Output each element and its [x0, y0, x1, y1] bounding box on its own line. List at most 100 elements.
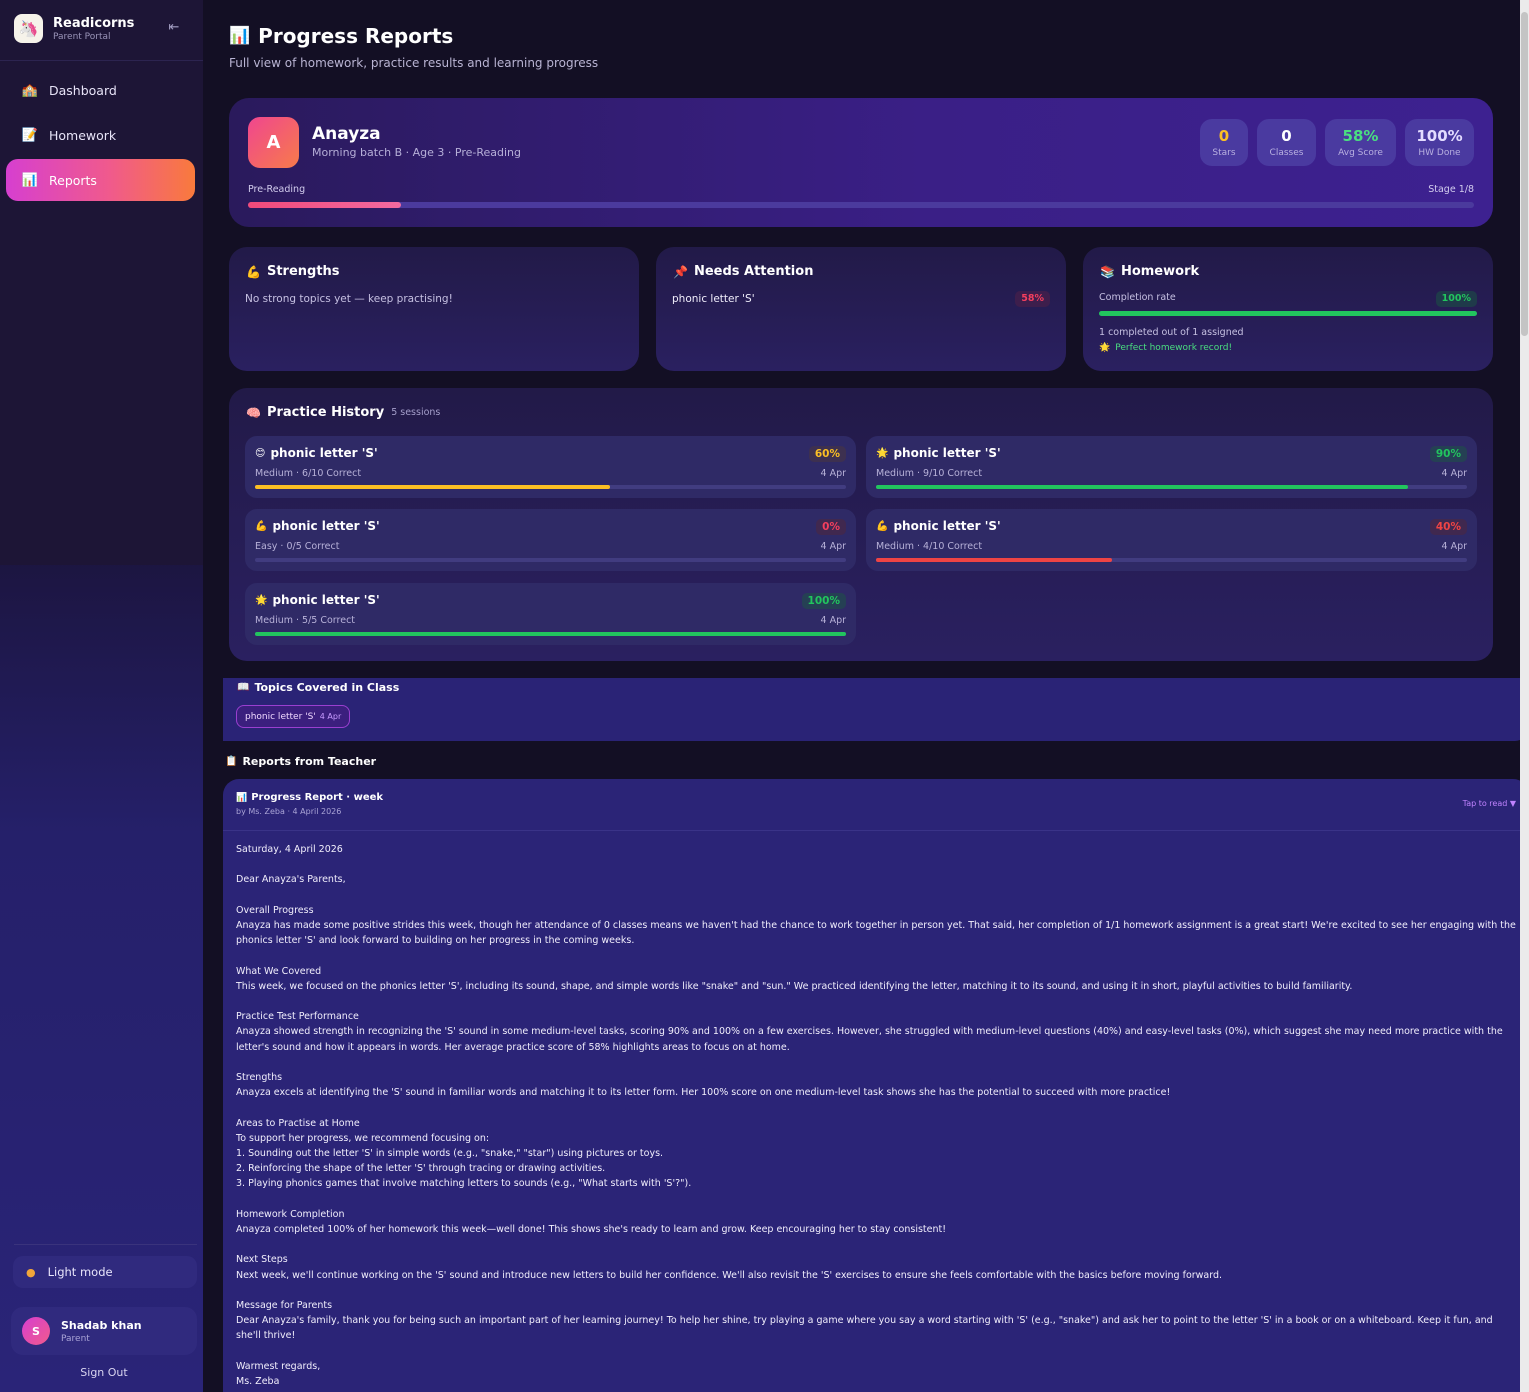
bar-chart-icon: 📊: [21, 172, 39, 188]
report-line: [236, 994, 1516, 1009]
report-line: [236, 1283, 1516, 1298]
flexed-bicep-icon: 💪: [246, 264, 261, 279]
session-title: 💪 phonic letter 'S': [255, 519, 380, 533]
flexed-bicep-icon: 💪: [255, 520, 268, 532]
stat-label: Stars: [1212, 148, 1236, 158]
session-date: 4 Apr: [820, 615, 847, 626]
user-role: Parent: [61, 1333, 90, 1344]
homework-summary: 1 completed out of 1 assigned: [1099, 327, 1244, 338]
needs-attention-card: 📌 Needs Attention phonic letter 'S' 58%: [656, 247, 1066, 371]
topics-covered-title: 📖 Topics Covered in Class: [237, 681, 399, 694]
user-card[interactable]: S Shadab khan Parent: [11, 1307, 197, 1355]
stage-counter: Stage 1/8: [1428, 184, 1474, 195]
session-progress-fill: [255, 485, 610, 489]
needs-attention-title-text: Needs Attention: [693, 264, 814, 279]
sidebar-item-dashboard[interactable]: 🏫 Dashboard: [6, 69, 195, 111]
session-title-text: phonic letter 'S': [893, 446, 1001, 460]
report-line: 2. Reinforcing the shape of the letter '…: [236, 1163, 606, 1175]
report-line: This week, we focused on the phonics let…: [236, 980, 1353, 992]
page-subtitle: Full view of homework, practice results …: [229, 56, 599, 70]
sidebar-top-panel: [0, 0, 203, 565]
stat-classes: 0 Classes: [1257, 119, 1316, 166]
topic-chip-label: phonic letter 'S': [245, 711, 316, 722]
bar-chart-icon: 📊: [236, 792, 248, 803]
session-score-badge: 40%: [1429, 519, 1467, 535]
session-title-text: phonic letter 'S': [272, 519, 380, 533]
practice-session[interactable]: 🌟 phonic letter 'S' 90% Medium · 9/10 Co…: [866, 436, 1477, 498]
practice-history-card: 🧠 Practice History 5 sessions 😊 phonic l…: [229, 388, 1493, 661]
session-title-text: phonic letter 'S': [270, 446, 378, 460]
report-line: [236, 1055, 1516, 1070]
practice-session[interactable]: 🌟 phonic letter 'S' 100% Medium · 5/5 Co…: [245, 583, 856, 645]
completion-rate-label: Completion rate: [1099, 292, 1176, 303]
sign-out-button[interactable]: Sign Out: [80, 1366, 128, 1379]
sun-icon: ●: [26, 1265, 36, 1279]
child-name: Anayza: [312, 124, 381, 144]
homework-progress-fill: [1099, 311, 1477, 316]
stat-label: Classes: [1269, 148, 1304, 158]
teacher-report-card: 📊 Progress Report · week by Ms. Zeba · 4…: [223, 779, 1529, 1392]
sessions-count: 5 sessions: [391, 407, 441, 418]
books-icon: 📚: [1100, 264, 1115, 279]
sidebar-item-label: Dashboard: [49, 82, 117, 98]
report-line: Homework Completion: [236, 1208, 345, 1220]
report-line: Anayza showed strength in recognizing th…: [236, 1026, 1503, 1053]
scrollbar-track[interactable]: [1520, 0, 1529, 1392]
session-title-text: phonic letter 'S': [893, 519, 1001, 533]
report-line: Next week, we'll continue working on the…: [236, 1269, 1223, 1281]
stat-label: HW Done: [1418, 148, 1461, 158]
brand[interactable]: 🦄 Readicorns Parent Portal: [14, 14, 134, 43]
stat-hw-done: 100% HW Done: [1405, 119, 1474, 166]
report-title-text: Progress Report · week: [251, 792, 384, 803]
homework-progress-bar: [1099, 311, 1477, 316]
page-title-text: Progress Reports: [258, 24, 454, 48]
collapse-sidebar-icon[interactable]: ⇤: [168, 20, 180, 35]
memo-icon: 📝: [21, 127, 39, 143]
report-line: Areas to Practise at Home: [236, 1117, 360, 1129]
homework-title: 📚 Homework: [1100, 264, 1199, 279]
light-mode-toggle[interactable]: ● Light mode: [13, 1256, 197, 1288]
open-book-icon: 📖: [237, 682, 250, 693]
sidebar-item-homework[interactable]: 📝 Homework: [6, 114, 195, 156]
avatar: S: [22, 1317, 50, 1345]
sidebar-item-label: Reports: [49, 172, 97, 188]
session-progress-bar: [255, 558, 846, 562]
strengths-title-text: Strengths: [266, 264, 340, 279]
sidebar: 🦄 Readicorns Parent Portal ⇤ 🏫 Dashboard…: [0, 0, 203, 1392]
stage-progress-bar: [248, 202, 1474, 208]
needs-attention-title: 📌 Needs Attention: [673, 264, 813, 279]
stat-value: 100%: [1416, 127, 1463, 145]
scrollbar-thumb[interactable]: [1521, 12, 1528, 336]
report-line: [236, 1237, 1516, 1252]
star-icon: 🌟: [876, 447, 889, 459]
practice-history-title-text: Practice History: [266, 405, 385, 420]
stat-avg-score: 58% Avg Score: [1325, 119, 1396, 166]
report-line: [236, 1192, 1516, 1207]
session-meta: Medium · 5/5 Correct: [255, 615, 356, 626]
report-line: Anayza completed 100% of her homework th…: [236, 1223, 947, 1235]
homework-record: 🌟 Perfect homework record!: [1099, 343, 1232, 353]
report-line: What We Covered: [236, 965, 322, 977]
stage-label: Pre-Reading: [248, 184, 306, 195]
school-icon: 🏫: [21, 82, 39, 98]
report-line: [236, 1100, 1516, 1115]
strengths-card: 💪 Strengths No strong topics yet — keep …: [229, 247, 639, 371]
tap-to-read-toggle[interactable]: Tap to read ▼: [1462, 799, 1516, 808]
brand-logo-icon: 🦄: [14, 14, 43, 43]
session-score-badge: 60%: [808, 446, 846, 462]
needs-attention-score-badge: 58%: [1015, 291, 1050, 307]
sidebar-item-reports[interactable]: 📊 Reports: [6, 159, 195, 201]
session-score-badge: 90%: [1429, 446, 1467, 462]
child-meta: Morning batch B · Age 3 · Pre-Reading: [312, 146, 521, 159]
practice-session[interactable]: 💪 phonic letter 'S' 0% Easy · 0/5 Correc…: [245, 509, 856, 571]
report-line: 1. Sounding out the letter 'S' in simple…: [236, 1147, 664, 1159]
clipboard-icon: 📋: [225, 756, 238, 767]
topics-covered-title-text: Topics Covered in Class: [254, 681, 400, 694]
practice-session[interactable]: 😊 phonic letter 'S' 60% Medium · 6/10 Co…: [245, 436, 856, 498]
practice-session[interactable]: 💪 phonic letter 'S' 40% Medium · 4/10 Co…: [866, 509, 1477, 571]
session-date: 4 Apr: [820, 541, 847, 552]
report-line: Anayza excels at identifying the 'S' sou…: [236, 1087, 1171, 1099]
topic-chip[interactable]: phonic letter 'S' 4 Apr: [236, 705, 351, 728]
report-line: Saturday, 4 April 2026: [236, 844, 343, 855]
report-line: [236, 888, 1516, 903]
